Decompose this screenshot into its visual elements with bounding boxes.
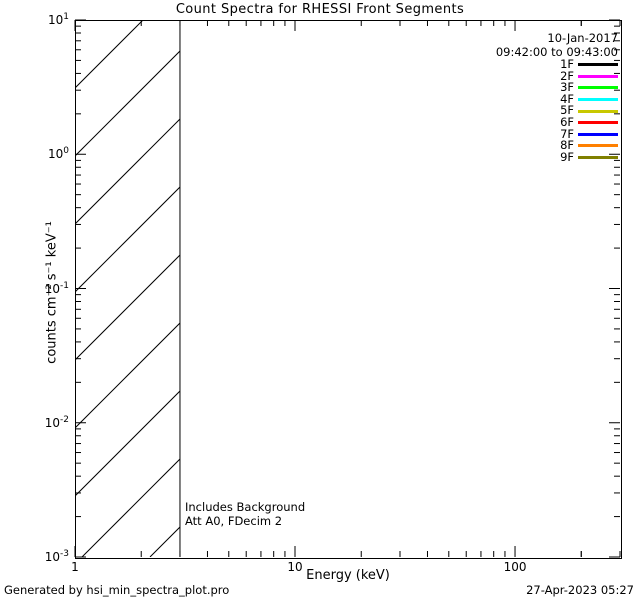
observation-header: 10-Jan-2017 09:42:00 to 09:43:00 xyxy=(300,31,618,59)
legend-label: 2F xyxy=(560,68,574,83)
page-title: Count Spectra for RHESSI Front Segments xyxy=(175,2,465,17)
legend-label: 8F xyxy=(560,138,574,153)
y-tick-mantissa: 10 xyxy=(44,550,61,564)
y-tick-label: 10-3 xyxy=(9,549,69,565)
legend: 1F 2F 3F 4F 5F 6F 7F 8F 9F xyxy=(520,57,618,164)
hatch-line xyxy=(149,526,180,557)
y-tick-exponent: 1 xyxy=(63,12,69,22)
legend-color-swatch xyxy=(578,144,618,148)
plot-annotations: Includes Background Att A0, FDecim 2 xyxy=(185,500,306,528)
hatch-line xyxy=(286,20,640,557)
legend-color-swatch xyxy=(578,63,618,67)
x-axis-title: Energy (keV) xyxy=(306,568,390,583)
legend-color-swatch xyxy=(578,86,618,90)
hatch-line xyxy=(626,20,640,557)
y-tick-exponent: -2 xyxy=(60,414,69,425)
y-tick-label: 101 xyxy=(9,12,69,28)
x-tick-label: 10 xyxy=(287,560,303,574)
hatch-line xyxy=(81,458,180,557)
hatch-line xyxy=(422,20,640,557)
hatch-line xyxy=(558,20,640,557)
annotation-attenuator: Att A0, FDecim 2 xyxy=(185,513,283,528)
legend-item-8f: 8F xyxy=(520,140,618,152)
legend-item-6f: 6F xyxy=(520,114,618,129)
legend-label: 4F xyxy=(560,91,574,106)
legend-label: 7F xyxy=(560,126,574,141)
y-tick-exponent: -3 xyxy=(60,549,69,559)
legend-item-9f: 9F xyxy=(520,149,618,164)
hatch-line xyxy=(75,50,180,157)
x-tick-label: 100 xyxy=(503,560,527,574)
legend-label: 6F xyxy=(560,114,574,129)
y-tick-mantissa: 10 xyxy=(47,13,64,27)
y-tick-mantissa: 10 xyxy=(44,415,61,430)
legend-color-swatch xyxy=(578,74,618,78)
y-tick-mantissa: 10 xyxy=(44,281,61,296)
x-tick-label: 1 xyxy=(71,560,79,574)
plot-canvas xyxy=(74,19,621,558)
observation-date: 10-Jan-2017 xyxy=(547,31,618,45)
y-tick-label: 10-2 xyxy=(9,414,69,430)
legend-item-7f: 7F xyxy=(520,126,618,141)
excluded-band-hatching xyxy=(75,20,640,557)
hatch-line xyxy=(75,254,180,361)
legend-color-swatch xyxy=(578,98,618,102)
legend-label: 9F xyxy=(560,149,574,164)
observation-time-range: 09:42:00 to 09:43:00 xyxy=(495,45,618,59)
generator-credit: Generated by hsi_min_spectra_plot.pro xyxy=(4,583,230,597)
legend-item-4f: 4F xyxy=(520,91,618,106)
y-tick-exponent: -1 xyxy=(60,280,69,291)
legend-color-swatch xyxy=(578,109,618,113)
legend-color-swatch xyxy=(578,121,618,125)
plot-axes-frame xyxy=(75,20,622,559)
hatch-line xyxy=(75,390,180,497)
render-timestamp: 27-Apr-2023 05:27 xyxy=(526,583,634,597)
legend-label: 1F xyxy=(560,57,574,71)
legend-item-2f: 2F xyxy=(520,68,618,83)
hatch-line xyxy=(218,20,640,557)
y-tick-exponent: 0 xyxy=(63,146,69,157)
legend-label: 5F xyxy=(560,103,574,118)
legend-item-3f: 3F xyxy=(520,82,618,94)
hatch-line xyxy=(75,322,180,429)
axis-ticks xyxy=(74,19,621,558)
legend-item-5f: 5F xyxy=(520,105,618,117)
legend-label: 3F xyxy=(560,80,574,95)
annotation-background: Includes Background xyxy=(185,500,306,514)
legend-color-swatch xyxy=(578,156,618,160)
hatch-line xyxy=(354,20,640,557)
y-tick-mantissa: 10 xyxy=(47,147,64,162)
y-tick-label: 10-1 xyxy=(9,280,69,296)
legend-color-swatch xyxy=(578,132,618,136)
y-tick-label: 100 xyxy=(9,146,69,162)
legend-item-1f: 1F xyxy=(520,57,618,71)
